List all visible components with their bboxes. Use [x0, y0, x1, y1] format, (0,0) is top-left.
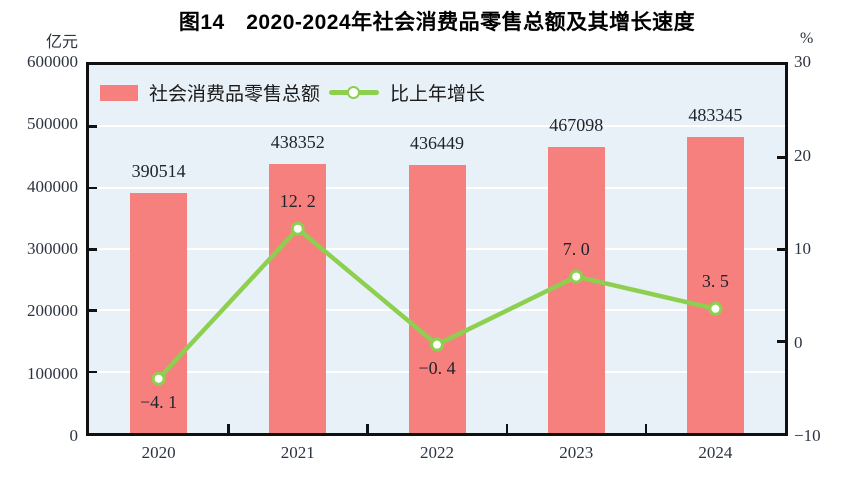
- right-axis-tick-label: 30: [794, 52, 811, 71]
- growth-value-label: −0. 4: [418, 357, 456, 378]
- right-axis-tick-label: 20: [794, 145, 811, 165]
- bar-value-label: 390514: [131, 161, 186, 182]
- retail-total-bar: [269, 164, 327, 433]
- x-axis-category-label: 2024: [698, 443, 733, 462]
- left-axis-tick: [89, 125, 97, 128]
- x-axis-tick: [505, 424, 509, 433]
- x-axis-category-label: 2020: [141, 443, 176, 462]
- plot-area: 社会消费品零售总额 比上年增长 390514 438352 436449 467098…: [86, 62, 788, 436]
- growth-value-label: 12. 2: [279, 190, 316, 211]
- right-axis-tick: [777, 156, 785, 159]
- growth-marker: [151, 371, 166, 386]
- x-axis-tick: [366, 424, 369, 433]
- retail-total-bar: [130, 193, 188, 433]
- growth-marker: [290, 221, 305, 236]
- left-axis-tick-label: 300000: [27, 239, 78, 258]
- growth-marker: [569, 269, 584, 284]
- x-axis-category-label: 2023: [559, 443, 594, 462]
- retail-total-bar: [686, 136, 744, 433]
- x-axis-category-label: 2021: [280, 443, 315, 462]
- growth-line-layer: [151, 221, 723, 386]
- legend-bar-swatch: [100, 84, 138, 101]
- legend-line-swatch: [329, 85, 380, 99]
- left-axis-tick-label: 200000: [27, 301, 78, 321]
- growth-value-label: 7. 0: [562, 238, 590, 259]
- left-axis-tick: [89, 309, 97, 312]
- legend: 社会消费品零售总额 比上年增长: [100, 79, 485, 106]
- chart-title: 图14 2020-2024年社会消费品零售总额及其增长速度: [178, 11, 696, 34]
- left-axis-tick: [89, 248, 97, 251]
- bar-value-label: 438352: [270, 132, 325, 153]
- legend-bar-series-label: 社会消费品零售总额: [149, 84, 321, 105]
- left-axis-tick-label: 100000: [27, 363, 78, 383]
- bar-value-label: 436449: [410, 133, 464, 154]
- growth-marker: [708, 301, 723, 316]
- right-axis-tick-label: 10: [794, 239, 811, 258]
- legend-line-series-label: 比上年增长: [390, 84, 486, 105]
- bar-value-label: 483345: [688, 104, 743, 125]
- growth-marker: [430, 337, 444, 352]
- right-axis-unit-label: %: [800, 30, 814, 47]
- left-axis-tick-label: 400000: [27, 176, 78, 196]
- left-axis-tick-label: 0: [69, 426, 79, 445]
- right-axis-tick: [777, 340, 785, 343]
- legend-line-marker-icon: [347, 85, 361, 99]
- left-axis-tick-label: 600000: [27, 52, 78, 71]
- right-axis-tick: [777, 248, 785, 251]
- x-axis-tick: [644, 424, 648, 433]
- retail-total-bar: [547, 146, 605, 433]
- growth-value-label: 3. 5: [701, 270, 729, 291]
- growth-value-label: −4. 1: [140, 391, 178, 412]
- left-axis-tick-label: 500000: [27, 114, 78, 134]
- left-axis-tick: [89, 370, 97, 374]
- gridline: [89, 125, 785, 128]
- retail-total-bar: [408, 165, 466, 433]
- x-axis-category-label: 2022: [420, 443, 454, 462]
- right-axis-tick-label: 0: [794, 332, 803, 352]
- right-axis-tick-label: −10: [794, 426, 821, 445]
- bar-value-label: 467098: [549, 114, 604, 135]
- x-axis-tick: [227, 424, 230, 433]
- left-axis-tick: [89, 186, 97, 190]
- left-axis-unit-label: 亿元: [45, 34, 78, 51]
